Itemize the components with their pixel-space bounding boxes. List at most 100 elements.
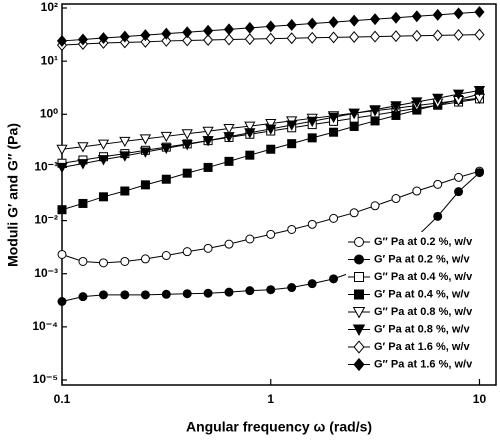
marker (411, 97, 423, 108)
marker (328, 16, 339, 29)
marker (57, 297, 67, 307)
marker (245, 234, 255, 244)
marker (432, 29, 443, 42)
marker (161, 34, 172, 47)
marker (182, 26, 193, 39)
marker (244, 21, 255, 34)
marker (120, 290, 130, 300)
marker (203, 243, 213, 253)
marker (306, 116, 318, 128)
marker (223, 124, 235, 135)
marker (77, 159, 89, 170)
marker (161, 27, 172, 40)
marker (140, 35, 151, 48)
marker (432, 8, 443, 21)
marker (433, 211, 443, 221)
marker (307, 133, 317, 143)
marker (411, 10, 422, 23)
marker (57, 249, 67, 259)
legend-box (346, 232, 492, 374)
marker (473, 86, 486, 97)
y-tick-label: 10⁻⁴ (32, 319, 58, 333)
marker (390, 101, 402, 112)
legend-marker (353, 340, 365, 354)
marker (160, 131, 172, 143)
y-tick-label: 10⁻³ (34, 266, 58, 280)
legend-marker (354, 272, 364, 282)
marker (452, 89, 465, 100)
y-tick-label: 10⁰ (40, 106, 58, 120)
marker (265, 119, 277, 130)
marker (411, 29, 422, 42)
legend-marker (354, 237, 364, 247)
y-tick-label: 10² (41, 0, 58, 14)
marker (348, 108, 360, 120)
legend-text: G′ Pa at 1.6 %, w/v (374, 341, 470, 353)
legend-marker (353, 357, 365, 372)
marker (370, 201, 380, 211)
marker (139, 134, 152, 145)
marker (370, 116, 380, 126)
marker (245, 286, 255, 296)
marker (140, 180, 150, 190)
marker (286, 120, 298, 131)
marker (453, 29, 464, 42)
marker (140, 290, 150, 300)
legend-marker (354, 254, 364, 265)
legend-text: G″ Pa at 1.6 %, w/v (374, 358, 473, 370)
marker (286, 18, 297, 31)
marker (307, 31, 318, 44)
marker (202, 136, 214, 147)
legend-text: G′ Pa at 0.2 %, w/v (374, 253, 470, 265)
legend-text: G″ Pa at 0.4 %, w/v (374, 271, 473, 283)
marker (266, 229, 276, 239)
marker (182, 289, 192, 299)
marker (224, 239, 234, 249)
marker (349, 30, 360, 43)
y-tick-label: 10⁻² (34, 213, 58, 227)
marker (97, 139, 110, 150)
marker (287, 283, 297, 293)
marker (203, 162, 213, 172)
marker (349, 208, 359, 218)
marker (307, 279, 317, 289)
marker (119, 151, 131, 162)
legend-text: G′ Pa at 0.8 %, w/v (374, 323, 470, 335)
marker (203, 24, 214, 37)
marker (203, 288, 213, 298)
marker (265, 124, 277, 135)
legend-marker (352, 324, 366, 336)
marker (329, 213, 339, 223)
marker (120, 186, 130, 196)
marker (287, 139, 297, 149)
marker (474, 28, 485, 41)
x-axis-label: Angular frequency ω (rad/s) (186, 419, 372, 435)
marker (77, 142, 89, 153)
marker (182, 168, 192, 178)
marker (474, 168, 484, 178)
marker (98, 32, 109, 45)
marker (161, 289, 171, 299)
marker (244, 128, 256, 139)
plot-frame (61, 3, 497, 386)
marker (78, 198, 88, 208)
marker (224, 287, 234, 297)
marker (161, 174, 171, 184)
marker (433, 179, 443, 189)
marker (56, 162, 68, 174)
marker (77, 33, 89, 46)
marker (307, 219, 317, 229)
marker (265, 32, 276, 45)
marker (454, 172, 464, 182)
marker (412, 186, 422, 196)
marker (328, 31, 339, 44)
legend-text: G′ Pa at 0.4 %, w/v (374, 288, 470, 300)
legend-text: G″ Pa at 0.2 %, w/v (374, 236, 473, 248)
marker (349, 121, 359, 131)
marker (181, 129, 193, 140)
marker (139, 147, 152, 158)
marker (266, 144, 276, 154)
marker (329, 127, 339, 137)
marker (223, 23, 235, 36)
marker (244, 121, 256, 132)
